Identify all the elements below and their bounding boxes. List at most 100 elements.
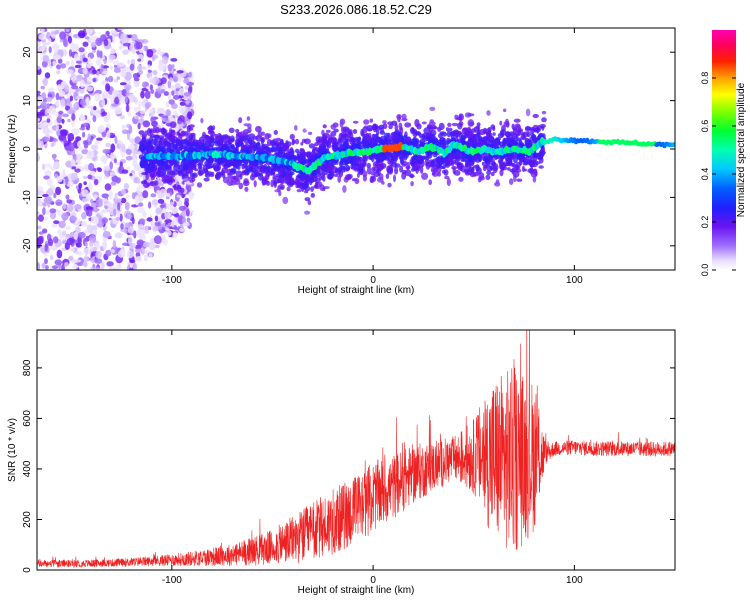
halo-cell <box>354 178 360 185</box>
halo-cell <box>387 157 391 165</box>
halo-cell <box>166 165 172 173</box>
noise-cell <box>41 60 48 68</box>
noise-cell <box>86 77 93 83</box>
halo-cell <box>512 170 520 178</box>
noise-cell <box>176 70 184 74</box>
halo-cell <box>328 171 334 179</box>
halo-cell <box>156 170 161 178</box>
halo-cell <box>194 159 201 164</box>
noise-cell <box>110 152 115 161</box>
noise-cell <box>44 243 48 252</box>
noise-cell <box>102 70 108 75</box>
noise-cell <box>81 198 88 203</box>
halo-cell <box>410 128 416 133</box>
noise-cell <box>97 126 105 133</box>
noise-cell <box>91 69 97 74</box>
noise-cell <box>131 149 138 155</box>
noise-cell <box>92 246 98 252</box>
halo-cell <box>311 171 317 176</box>
noise-cell <box>66 233 74 238</box>
noise-cell <box>37 186 44 191</box>
halo-cell <box>182 162 187 171</box>
colorbar-tick-label: 0.4 <box>700 168 710 181</box>
noise-cell <box>184 197 189 203</box>
noise-cell <box>70 248 75 252</box>
halo-cell <box>325 141 330 148</box>
noise-cell <box>64 84 70 93</box>
noise-cell <box>104 205 108 209</box>
halo-cell <box>533 127 541 133</box>
noise-cell <box>93 106 97 111</box>
halo-cell <box>202 131 206 137</box>
halo-cell <box>246 116 251 121</box>
noise-cell <box>65 28 70 33</box>
halo-cell <box>239 138 245 143</box>
halo-cell <box>401 172 407 180</box>
noise-cell <box>82 67 88 75</box>
noise-cell <box>74 64 82 69</box>
y-tick-label: 20 <box>22 46 33 58</box>
noise-cell <box>67 118 71 123</box>
halo-cell <box>257 130 262 138</box>
halo-cell <box>487 135 492 143</box>
noise-cell <box>82 175 88 180</box>
halo-cell <box>509 157 513 165</box>
halo-cell <box>235 128 240 134</box>
y-tick-label: 0 <box>22 146 33 152</box>
noise-cell <box>128 125 133 134</box>
halo-cell <box>388 124 393 130</box>
noise-cell <box>50 254 54 260</box>
noise-cell <box>110 97 114 105</box>
halo-cell <box>361 162 365 168</box>
snr-series-line <box>37 330 675 569</box>
noise-cell <box>87 133 91 142</box>
noise-cell <box>153 70 158 76</box>
halo-cell <box>243 123 250 127</box>
noise-cell <box>92 78 97 83</box>
noise-cell <box>103 39 109 47</box>
colorbar-tick-label: 0.0 <box>700 264 710 277</box>
halo-cell <box>385 173 390 179</box>
noise-cell <box>101 217 108 224</box>
halo-cell <box>297 155 304 163</box>
halo-cell <box>408 174 415 178</box>
noise-cell <box>136 64 143 72</box>
halo-cell <box>178 135 183 139</box>
halo-cell <box>493 153 499 161</box>
noise-cell <box>117 202 121 211</box>
halo-cell <box>482 136 487 141</box>
noise-cell <box>85 206 94 211</box>
halo-cell <box>164 142 171 146</box>
halo-cell <box>299 148 306 155</box>
noise-cell <box>74 218 81 227</box>
halo-cell <box>495 179 500 184</box>
halo-cell <box>186 125 191 133</box>
noise-cell <box>78 147 84 151</box>
colorbar-tick-label: 0.2 <box>700 216 710 229</box>
noise-cell <box>49 208 57 214</box>
halo-cell <box>415 131 421 135</box>
x-tick-label: 0 <box>370 275 376 286</box>
halo-cell <box>232 168 237 174</box>
halo-cell <box>362 155 368 162</box>
halo-cell <box>303 181 309 187</box>
halo-cell <box>523 168 527 172</box>
noise-cell <box>100 261 105 270</box>
noise-cell <box>38 34 47 41</box>
noise-cell <box>67 109 76 115</box>
noise-cell <box>90 202 97 209</box>
halo-cell <box>430 133 436 140</box>
halo-cell <box>333 174 339 177</box>
noise-cell <box>79 115 86 122</box>
noise-cell <box>155 207 163 215</box>
halo-cell <box>399 165 404 173</box>
halo-cell <box>221 166 228 174</box>
halo-cell <box>486 110 491 116</box>
noise-cell <box>46 31 51 40</box>
noise-cell <box>129 259 136 264</box>
halo-cell <box>412 156 417 161</box>
halo-cell <box>353 159 358 165</box>
noise-cell <box>60 98 66 108</box>
halo-cell <box>324 149 328 155</box>
halo-cell <box>161 115 169 119</box>
